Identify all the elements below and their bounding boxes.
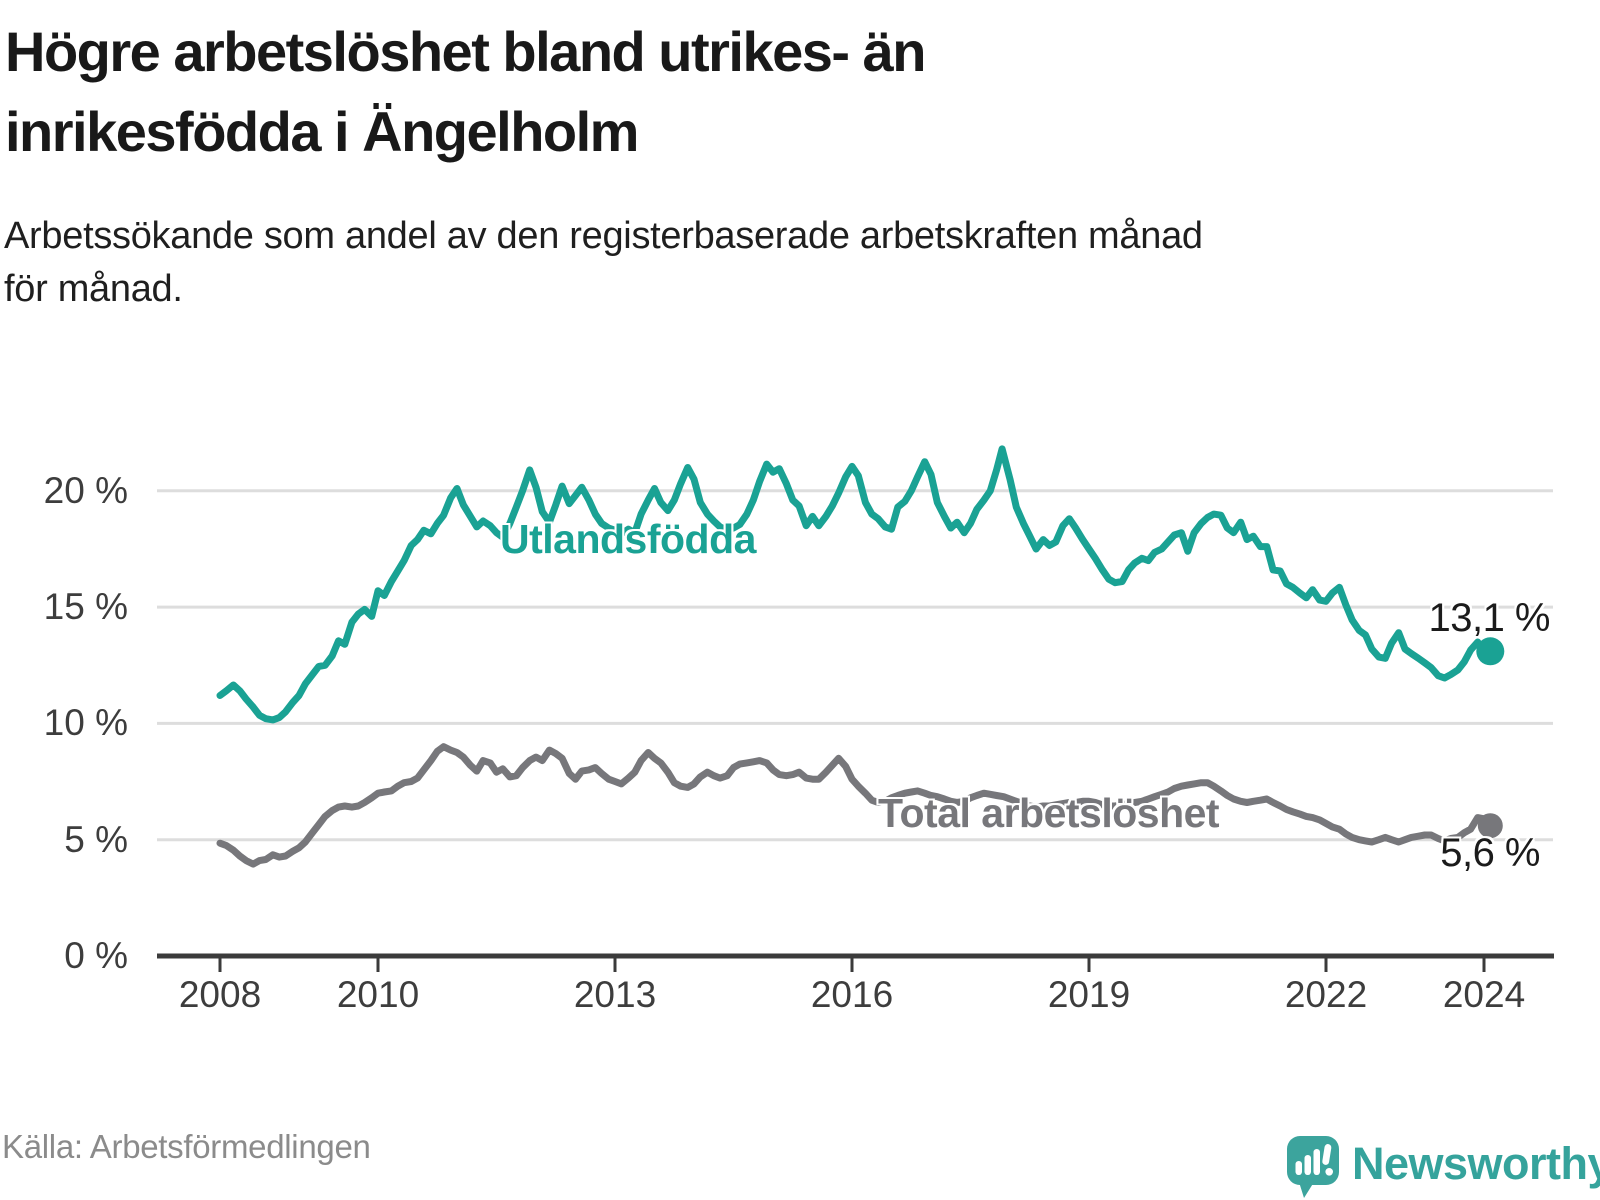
series-label-total-arbetsloshet: Total arbetslöshet: [878, 790, 1220, 836]
title-line-2: inrikesfödda i Ängelholm: [5, 100, 639, 163]
series-line-utlandsfodda: [216, 445, 1494, 724]
x-tick-label-2013: 2013: [573, 974, 657, 1015]
y-tick-label-15: 15 %: [43, 586, 128, 628]
title-line-1: Högre arbetslöshet bland utrikes- än: [5, 20, 926, 83]
source-attribution: Källa: Arbetsförmedlingen: [2, 1128, 371, 1165]
x-tick-label-2019: 2019: [1047, 974, 1131, 1015]
y-tick-label-10: 10 %: [43, 702, 128, 744]
y-tick-label-0: 0 %: [64, 935, 128, 976]
series-line-total-arbetsloshet: [216, 743, 1494, 868]
x-tick-label-2024: 2024: [1442, 974, 1526, 1015]
chart-subtitle: Arbetssökande som andel av den registerb…: [4, 210, 1564, 316]
y-tick-label-5: 5 %: [64, 818, 128, 860]
series-label-utlandsfodda: Utlandsfödda: [500, 516, 756, 562]
newsworthy-logo-text: Newsworthy: [1352, 1138, 1600, 1189]
end-dot-utlandsfodda: [1476, 637, 1505, 666]
x-tick-label-2010: 2010: [336, 974, 420, 1015]
page-title: Högre arbetslöshet bland utrikes- än inr…: [5, 12, 1265, 172]
x-tick-label-2022: 2022: [1284, 974, 1368, 1015]
end-value-label-total: 5,6 %: [1440, 831, 1540, 875]
x-tick-label-2016: 2016: [810, 974, 894, 1015]
end-dot-total-arbetsloshet: [1477, 813, 1503, 839]
newsworthy-logo-icon: [1287, 1136, 1339, 1198]
y-tick-label-20: 20 %: [43, 469, 128, 511]
end-value-label-utlandsfodda: 13,1 %: [1428, 596, 1550, 640]
x-tick-label-2008: 2008: [178, 974, 262, 1015]
subtitle-line-1: Arbetssökande som andel av den registerb…: [4, 215, 1203, 257]
subtitle-line-2: för månad.: [4, 268, 183, 310]
